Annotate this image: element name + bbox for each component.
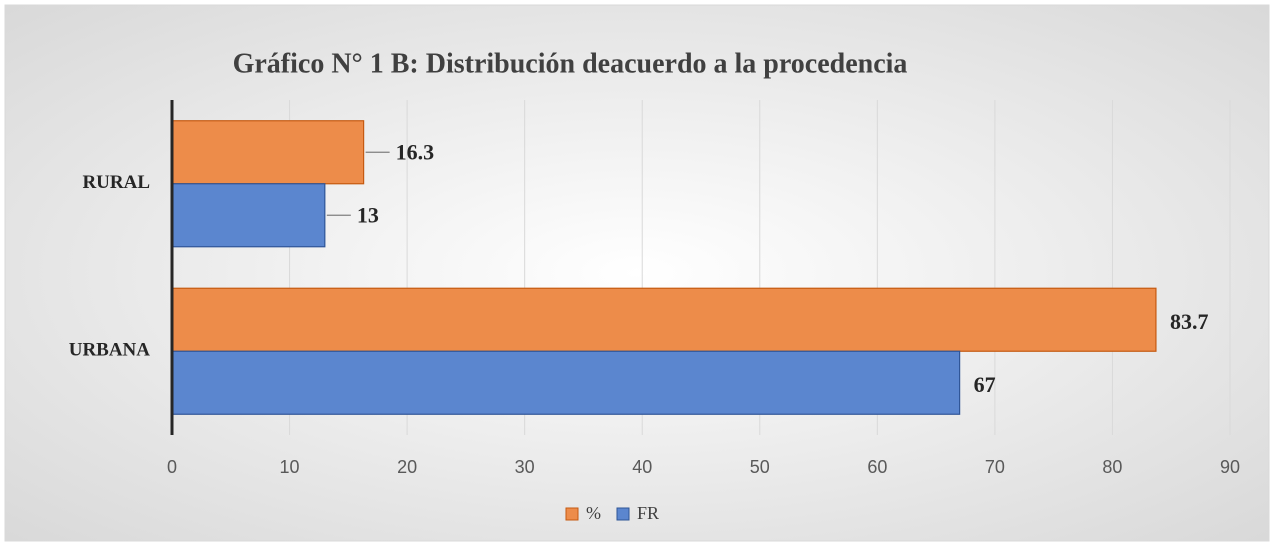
bar	[171, 120, 365, 185]
data-label: 83.7	[1170, 309, 1209, 334]
legend-swatch	[616, 507, 630, 521]
x-tick-label: 40	[632, 457, 652, 477]
x-tick-label: 10	[280, 457, 300, 477]
x-tick-label: 90	[1220, 457, 1240, 477]
y-tick-label: RURAL	[82, 172, 150, 193]
x-tick-label: 50	[750, 457, 770, 477]
bar	[171, 287, 1157, 352]
x-tick-label: 30	[515, 457, 535, 477]
chart-title: Gráfico N° 1 B: Distribución deacuerdo a…	[233, 48, 908, 79]
chart-background	[4, 4, 1270, 542]
legend-label: FR	[637, 503, 659, 523]
x-tick-label: 80	[1102, 457, 1122, 477]
bar	[171, 350, 961, 415]
bar	[171, 183, 326, 248]
legend-swatch	[565, 507, 579, 521]
x-tick-label: 70	[985, 457, 1005, 477]
data-label: 16.3	[396, 139, 435, 164]
data-label: 13	[357, 202, 379, 227]
legend-label: %	[586, 503, 601, 523]
y-tick-label: URBANA	[69, 340, 151, 361]
x-tick-label: 0	[167, 457, 177, 477]
x-tick-label: 20	[397, 457, 417, 477]
x-tick-label: 60	[867, 457, 887, 477]
data-label: 67	[974, 372, 996, 397]
